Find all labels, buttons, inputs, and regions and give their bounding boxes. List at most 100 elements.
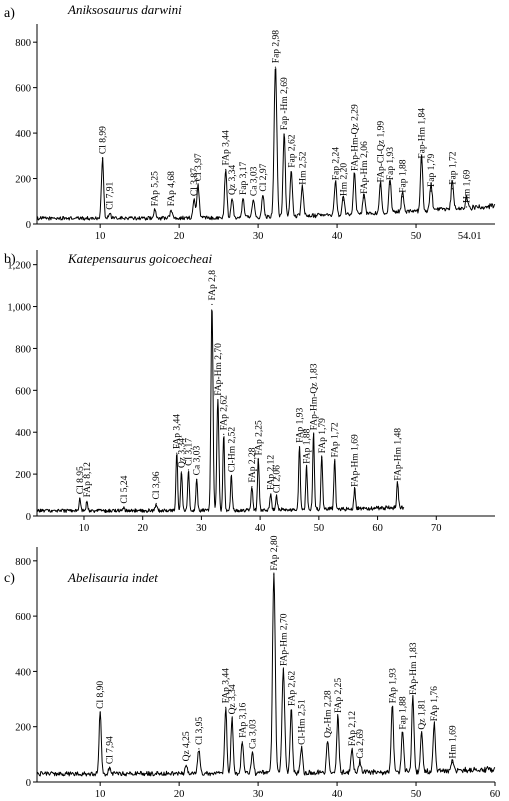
peak-point bbox=[353, 174, 356, 176]
panel-2: b) Katepensaurus goicoecheai 0 200 400 600 800… bbox=[4, 250, 495, 534]
peak-label: Qz 3,34 bbox=[228, 684, 238, 714]
peak-label: FAp-Hm-Qz 1,83 bbox=[310, 363, 320, 430]
x-tick-label: 40 bbox=[255, 523, 266, 534]
peak-point bbox=[290, 171, 292, 173]
peak-label: FAp 1,93 bbox=[295, 407, 305, 442]
peak-label: Ca 2,69 bbox=[356, 729, 366, 759]
panel-3: c) Abelisauria indet 0 200 400 600 800 10 20 30 40… bbox=[4, 535, 500, 800]
peak-label: FAp 2,25 bbox=[254, 420, 264, 455]
peak-point bbox=[337, 716, 339, 718]
peak-label: Fap -Hm 2,69 bbox=[280, 77, 290, 130]
peak-label: Cl 3,96 bbox=[152, 471, 162, 499]
peak-point bbox=[225, 706, 227, 708]
peak-point bbox=[251, 752, 254, 754]
peak-label: Cl 8,90 bbox=[96, 681, 106, 709]
peak-point bbox=[101, 157, 104, 159]
y-tick-label: 400 bbox=[15, 667, 31, 678]
y-tick-label: 0 bbox=[26, 512, 31, 523]
y-tick-label: 400 bbox=[15, 129, 31, 140]
peak-label: Fap 1,88 bbox=[399, 159, 409, 193]
peak-label: Qz 1,81 bbox=[418, 699, 428, 729]
peak-label: FAp-Cl-Qz 1,99 bbox=[377, 121, 387, 183]
peak-point bbox=[433, 724, 435, 726]
x-tick-label: 60 bbox=[372, 523, 383, 534]
y-tick-label: 1,000 bbox=[7, 303, 31, 314]
peak-label: Cl 5,24 bbox=[120, 475, 130, 503]
peak-point bbox=[420, 733, 423, 735]
peak-label: FAp 5,25 bbox=[151, 171, 161, 206]
peak-point bbox=[242, 198, 244, 200]
panel-letter: c) bbox=[4, 571, 15, 586]
y-tick-label: 0 bbox=[26, 220, 31, 231]
peak-label: FAp 1,88 bbox=[303, 428, 313, 463]
chart-title: Katepensaurus goicoecheai bbox=[67, 251, 212, 266]
peak-point bbox=[170, 209, 172, 211]
y-tick-label: 200 bbox=[15, 175, 31, 186]
x-end-label: 54.01 bbox=[458, 231, 482, 242]
peak-point bbox=[198, 748, 200, 750]
y-tick-label: 600 bbox=[15, 84, 31, 95]
peak-point bbox=[465, 206, 468, 208]
peak-label: Qz 3,34 bbox=[228, 165, 238, 195]
peak-point bbox=[321, 456, 323, 458]
peak-point bbox=[99, 712, 101, 714]
chart-title: Abelisauria indet bbox=[67, 570, 158, 585]
peak-label: Fap 2,62 bbox=[287, 134, 297, 168]
y-tick-label: 800 bbox=[15, 344, 31, 355]
y-tick-label: 800 bbox=[15, 557, 31, 568]
peak-point bbox=[196, 478, 198, 480]
x-tick-label: 40 bbox=[332, 231, 343, 242]
peak-point bbox=[109, 213, 111, 215]
peak-point bbox=[402, 196, 404, 198]
y-tick-label: 400 bbox=[15, 428, 31, 439]
x-tick-label: 30 bbox=[253, 231, 264, 242]
x-tick-label: 10 bbox=[95, 789, 106, 800]
peak-label: Hm 1,69 bbox=[448, 725, 458, 759]
peak-label: FAp 2,25 bbox=[334, 678, 344, 713]
peak-point bbox=[123, 507, 125, 509]
peak-label: Hm 2,20 bbox=[339, 163, 349, 197]
peak-label: Cl 2,97 bbox=[259, 163, 269, 191]
peak-label: Cl 3,97 bbox=[194, 153, 204, 181]
peak-point bbox=[275, 496, 278, 498]
peak-label: FAp-Hm 2,06 bbox=[360, 141, 370, 194]
peak-point bbox=[273, 574, 275, 576]
peak-point bbox=[342, 199, 344, 201]
peak-label: FAp 1,79 bbox=[318, 418, 328, 453]
x-tick-label: 10 bbox=[79, 523, 90, 534]
peak-label: FAp 3,44 bbox=[222, 130, 232, 165]
peak-point bbox=[363, 197, 365, 199]
peak-label: Cl 2,06 bbox=[273, 465, 283, 493]
peak-label: Ca 3,03 bbox=[193, 446, 203, 476]
peak-label: Fap-Hm 1,84 bbox=[418, 108, 428, 159]
y-tick-label: 800 bbox=[15, 38, 31, 49]
peak-point bbox=[231, 717, 233, 720]
peak-point bbox=[334, 460, 336, 463]
x-tick-label: 30 bbox=[253, 789, 264, 800]
peak-label: Cl 8,95 bbox=[76, 466, 86, 494]
y-tick-label: 0 bbox=[26, 778, 31, 789]
peak-point bbox=[176, 452, 178, 454]
peak-point bbox=[412, 698, 414, 700]
peak-label: Cl-Hm 2,51 bbox=[298, 699, 308, 745]
peak-point bbox=[197, 184, 199, 186]
peak-label: Qz-Hm 2,28 bbox=[324, 690, 334, 738]
y-tick-label: 600 bbox=[15, 612, 31, 623]
peak-point bbox=[396, 483, 399, 486]
diffractogram-trace bbox=[36, 309, 405, 513]
x-tick-label: 70 bbox=[431, 523, 442, 534]
peak-label: Cl 7,91 bbox=[106, 182, 116, 210]
peak-label: FAp 3,44 bbox=[173, 414, 183, 449]
peak-point bbox=[230, 475, 232, 477]
peak-label: FAp 2,8 bbox=[208, 270, 218, 301]
peak-label: FAp 2,80 bbox=[270, 535, 280, 570]
peak-point bbox=[109, 767, 111, 769]
peak-label: Fap 2,98 bbox=[271, 30, 281, 64]
x-tick-label: 40 bbox=[332, 789, 343, 800]
peak-point bbox=[283, 133, 285, 135]
x-tick-label: 50 bbox=[411, 231, 422, 242]
peak-point bbox=[305, 467, 308, 469]
peak-point bbox=[252, 199, 254, 201]
peak-point bbox=[86, 500, 88, 502]
peak-point bbox=[430, 190, 432, 192]
